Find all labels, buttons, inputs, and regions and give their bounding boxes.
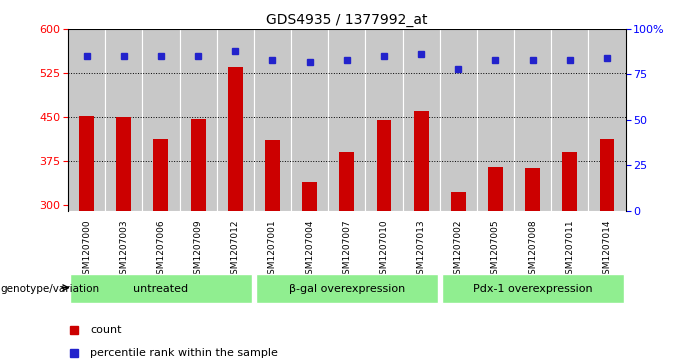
Text: GSM1207000: GSM1207000	[82, 220, 91, 281]
Text: GSM1207001: GSM1207001	[268, 220, 277, 281]
Bar	[514, 29, 551, 211]
Bar	[68, 29, 105, 211]
Text: GSM1207011: GSM1207011	[565, 220, 575, 281]
Bar	[265, 140, 280, 211]
Text: GSM1207002: GSM1207002	[454, 220, 463, 280]
Title: GDS4935 / 1377992_at: GDS4935 / 1377992_at	[266, 13, 428, 26]
Bar	[377, 120, 392, 211]
Bar	[180, 29, 217, 211]
Bar	[551, 29, 588, 211]
Bar	[588, 29, 626, 211]
Bar	[403, 29, 440, 211]
Bar	[477, 29, 514, 211]
Text: GSM1207014: GSM1207014	[602, 220, 611, 280]
Bar	[254, 29, 291, 211]
Text: GSM1207007: GSM1207007	[342, 220, 352, 281]
Text: GSM1207013: GSM1207013	[417, 220, 426, 281]
Text: Pdx-1 overexpression: Pdx-1 overexpression	[473, 284, 592, 294]
Bar	[217, 29, 254, 211]
Bar	[600, 139, 615, 211]
Bar	[154, 139, 169, 211]
Text: GSM1207010: GSM1207010	[379, 220, 388, 281]
Text: GSM1207009: GSM1207009	[194, 220, 203, 281]
FancyBboxPatch shape	[70, 274, 252, 303]
Bar	[228, 67, 243, 211]
Bar	[562, 152, 577, 211]
Bar	[525, 168, 540, 211]
Bar	[79, 116, 94, 211]
Bar	[291, 29, 328, 211]
Bar	[142, 29, 180, 211]
FancyBboxPatch shape	[256, 274, 438, 303]
Text: count: count	[90, 325, 122, 335]
Bar	[328, 29, 365, 211]
Text: GSM1207005: GSM1207005	[491, 220, 500, 281]
Text: genotype/variation: genotype/variation	[1, 284, 100, 294]
Text: GSM1207012: GSM1207012	[231, 220, 240, 280]
Text: GSM1207003: GSM1207003	[119, 220, 129, 281]
Bar	[339, 152, 354, 211]
Bar	[302, 183, 317, 211]
Bar	[488, 167, 503, 211]
Bar	[190, 119, 205, 211]
Bar	[105, 29, 142, 211]
Bar	[116, 118, 131, 211]
Bar	[413, 111, 428, 211]
FancyBboxPatch shape	[441, 274, 624, 303]
Bar	[365, 29, 403, 211]
Text: untreated: untreated	[133, 284, 188, 294]
Text: GSM1207004: GSM1207004	[305, 220, 314, 280]
Bar	[440, 29, 477, 211]
Text: GSM1207008: GSM1207008	[528, 220, 537, 281]
Bar	[451, 192, 466, 211]
Text: percentile rank within the sample: percentile rank within the sample	[90, 348, 278, 358]
Text: GSM1207006: GSM1207006	[156, 220, 165, 281]
Text: β-gal overexpression: β-gal overexpression	[289, 284, 405, 294]
